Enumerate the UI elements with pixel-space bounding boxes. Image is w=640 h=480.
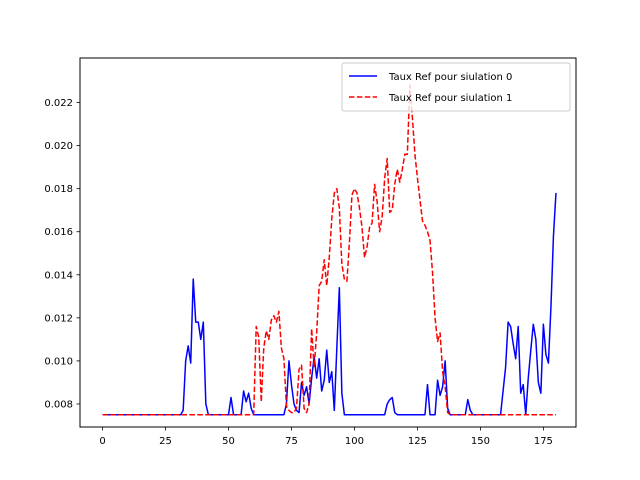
plot-frame (79, 57, 577, 428)
legend: Taux Ref pour siulation 0 Taux Ref pour s… (341, 62, 571, 112)
series-layer (102, 84, 557, 416)
x-tick-label: 25 (159, 436, 172, 447)
x-tick-label: 0 (99, 436, 105, 447)
y-tick-label: 0.016 (44, 227, 73, 238)
x-tick-label: 75 (285, 436, 298, 447)
y-axis: 0.008 0.010 0.012 0.014 0.016 0.018 0.020 0.022 (44, 98, 80, 410)
legend-label: Taux Ref pour siulation 0 (388, 72, 512, 83)
x-tick-label: 100 (345, 436, 364, 447)
x-axis: 0 25 50 75 100 125 150 175 (99, 427, 553, 447)
x-tick-label: 125 (408, 436, 427, 447)
series-line-1 (102, 84, 556, 416)
x-tick-label: 175 (534, 436, 553, 447)
x-tick-label: 150 (471, 436, 490, 447)
x-tick-label: 50 (222, 436, 235, 447)
y-tick-label: 0.008 (44, 399, 73, 410)
series-line-0 (102, 192, 557, 416)
legend-box (341, 62, 571, 112)
legend-label: Taux Ref pour siulation 1 (388, 93, 512, 104)
y-tick-label: 0.014 (44, 270, 73, 281)
y-tick-label: 0.022 (44, 98, 73, 109)
y-tick-label: 0.018 (44, 184, 73, 195)
y-tick-label: 0.010 (44, 356, 73, 367)
y-tick-label: 0.012 (44, 313, 73, 324)
y-tick-label: 0.020 (44, 141, 73, 152)
